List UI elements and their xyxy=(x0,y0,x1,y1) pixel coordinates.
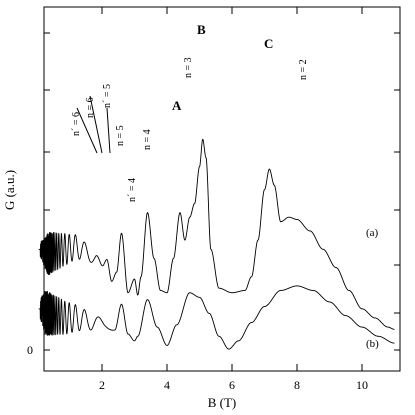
annotation-leader xyxy=(106,107,111,154)
series-a-line xyxy=(38,138,395,330)
annotation-n-4: n = 4 xyxy=(142,129,153,150)
annotation-n-2: n = 2 xyxy=(298,59,309,80)
series-b-line xyxy=(38,285,395,350)
annotation-n-prime-4: n´ = 4 xyxy=(127,178,138,202)
x-ticks xyxy=(101,7,363,371)
x-tick-labels: 2 4 6 8 10 xyxy=(99,378,368,392)
peak-label-a: A xyxy=(172,98,182,113)
annotation-n-3: n = 3 xyxy=(183,57,194,78)
peak-label-b: B xyxy=(197,22,206,37)
series-b-label: (b) xyxy=(366,338,379,350)
annotation-n-prime-5: n´ = 5 xyxy=(102,84,113,108)
series-a-label: (a) xyxy=(366,227,379,239)
plot-frame xyxy=(43,6,401,372)
x-axis-label: B (T) xyxy=(208,395,237,410)
annotation-leader xyxy=(76,107,98,154)
peak-label-c: C xyxy=(264,36,273,51)
x-tick-label: 10 xyxy=(356,378,368,392)
x-tick-label: 4 xyxy=(164,378,170,392)
y-ticks xyxy=(44,32,400,351)
annotation-n-6: n = 6 xyxy=(85,97,96,118)
annotation-n-5: n = 5 xyxy=(115,125,126,146)
y-axis-label: G (a.u.) xyxy=(2,170,17,210)
annotation-leader xyxy=(89,95,103,154)
x-tick-label: 8 xyxy=(294,378,300,392)
y-tick-label: 0 xyxy=(27,343,33,357)
annotation-n-prime-6: n´ = 6 xyxy=(71,112,82,136)
x-tick-label: 2 xyxy=(99,378,105,392)
x-tick-label: 6 xyxy=(229,378,235,392)
